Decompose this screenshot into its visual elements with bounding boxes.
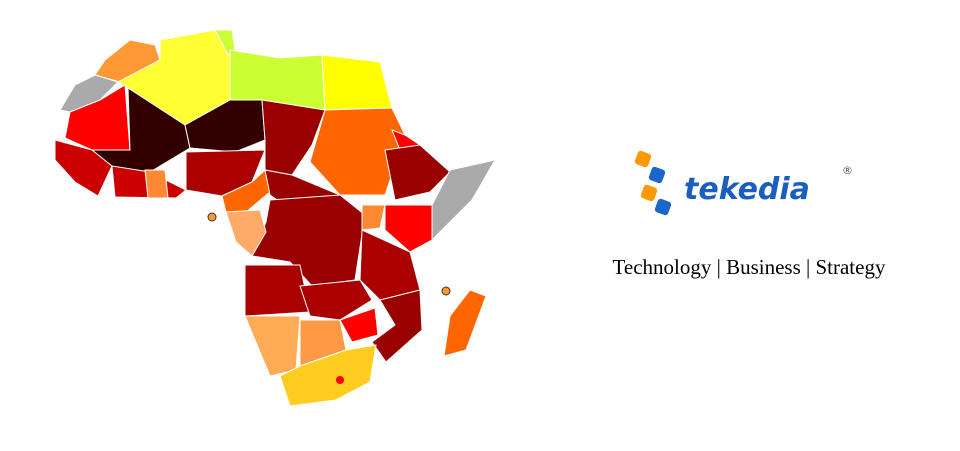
logo-registered: ® <box>842 164 853 177</box>
country <box>299 279 373 321</box>
logo-icon <box>648 166 666 184</box>
logo-icon <box>634 150 652 168</box>
logo-icon <box>654 198 672 216</box>
tagline: Technology | Business | Strategy <box>613 255 886 279</box>
country <box>279 344 377 407</box>
island <box>336 376 344 384</box>
island <box>207 212 217 222</box>
country <box>384 144 451 201</box>
country <box>443 289 487 357</box>
country <box>244 315 301 377</box>
country <box>309 107 406 196</box>
country <box>384 204 433 253</box>
africa-map <box>54 29 496 407</box>
country <box>244 264 311 317</box>
country <box>431 159 496 242</box>
country <box>214 29 236 56</box>
country <box>371 289 423 363</box>
country <box>144 169 169 199</box>
country <box>54 139 113 197</box>
country <box>339 307 379 343</box>
country <box>361 204 386 231</box>
logo-name: tekedia <box>684 172 810 207</box>
logo: tekedia ® <box>634 150 853 216</box>
country <box>225 209 267 257</box>
logo-icon <box>640 184 658 202</box>
country <box>321 54 393 111</box>
island <box>441 286 451 296</box>
